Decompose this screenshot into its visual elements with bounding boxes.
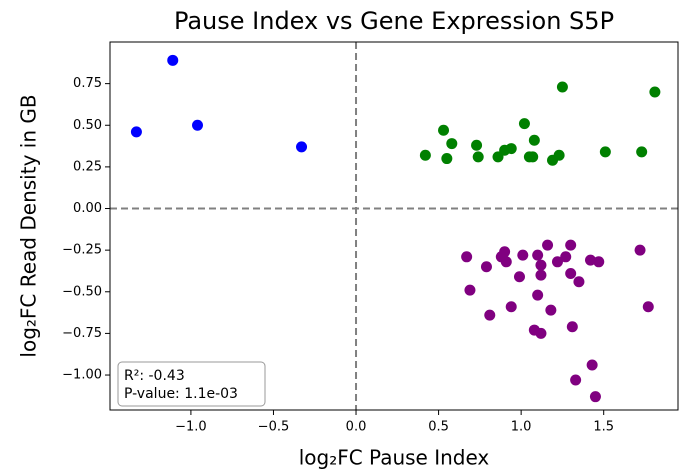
point [634,244,646,256]
x-tick-label: 0.5 [428,420,449,435]
plot-frame [109,41,679,411]
y-axis-label: log₂FC Read Density in GB [17,94,41,357]
point [518,118,530,130]
point [565,239,577,251]
point [505,143,517,155]
point [296,141,308,153]
point [565,267,577,279]
point [535,259,547,271]
x-tick-label: 1.0 [511,420,532,435]
point [535,327,547,339]
point [560,251,572,263]
point [441,153,453,165]
point [527,151,539,163]
point [167,54,179,66]
x-tick-label: 1.5 [593,420,614,435]
point [472,151,484,163]
point [532,249,544,261]
point [480,261,492,273]
y-tick-label: −0.25 [62,243,102,258]
point [542,239,554,251]
point [636,146,648,158]
point [446,138,458,150]
point [553,149,565,161]
point [464,284,476,296]
point [513,271,525,283]
x-tick-label: 0.0 [346,420,367,435]
annotation-box [117,361,266,407]
y-tick-label: −0.75 [62,326,102,341]
point [130,126,142,138]
point [419,149,431,161]
point [505,301,517,313]
y-tick-label: −0.50 [62,284,102,299]
x-axis-label: log₂FC Pause Index [299,446,490,470]
point [556,81,568,93]
point [599,146,611,158]
point [461,251,473,263]
chart-title: Pause Index vs Gene Expression S5P [174,7,614,35]
point [499,246,511,258]
y-tick-label: 0.75 [73,76,102,91]
point [593,256,605,268]
point [535,269,547,281]
point [566,321,578,333]
point [471,139,483,151]
point [545,304,557,316]
point [589,391,601,403]
point [642,301,654,313]
x-tick-label: −0.5 [258,420,290,435]
point [551,256,563,268]
point [570,374,582,386]
point [517,249,529,261]
point [586,359,598,371]
point [532,289,544,301]
point [649,86,661,98]
point [573,276,585,288]
y-tick-label: 0.25 [73,159,102,174]
x-tick-label: −1.0 [175,420,207,435]
point [192,119,204,131]
point [500,256,512,268]
y-tick-label: 0.00 [73,201,102,216]
annotation: P-value: 1.1e-03 [124,386,238,402]
point [528,134,540,146]
point [438,124,450,136]
y-tick-label: −1.00 [62,368,102,383]
point [484,309,496,321]
y-tick-label: 0.50 [73,118,102,133]
point [584,254,596,266]
annotation: R²: -0.43 [124,368,185,384]
